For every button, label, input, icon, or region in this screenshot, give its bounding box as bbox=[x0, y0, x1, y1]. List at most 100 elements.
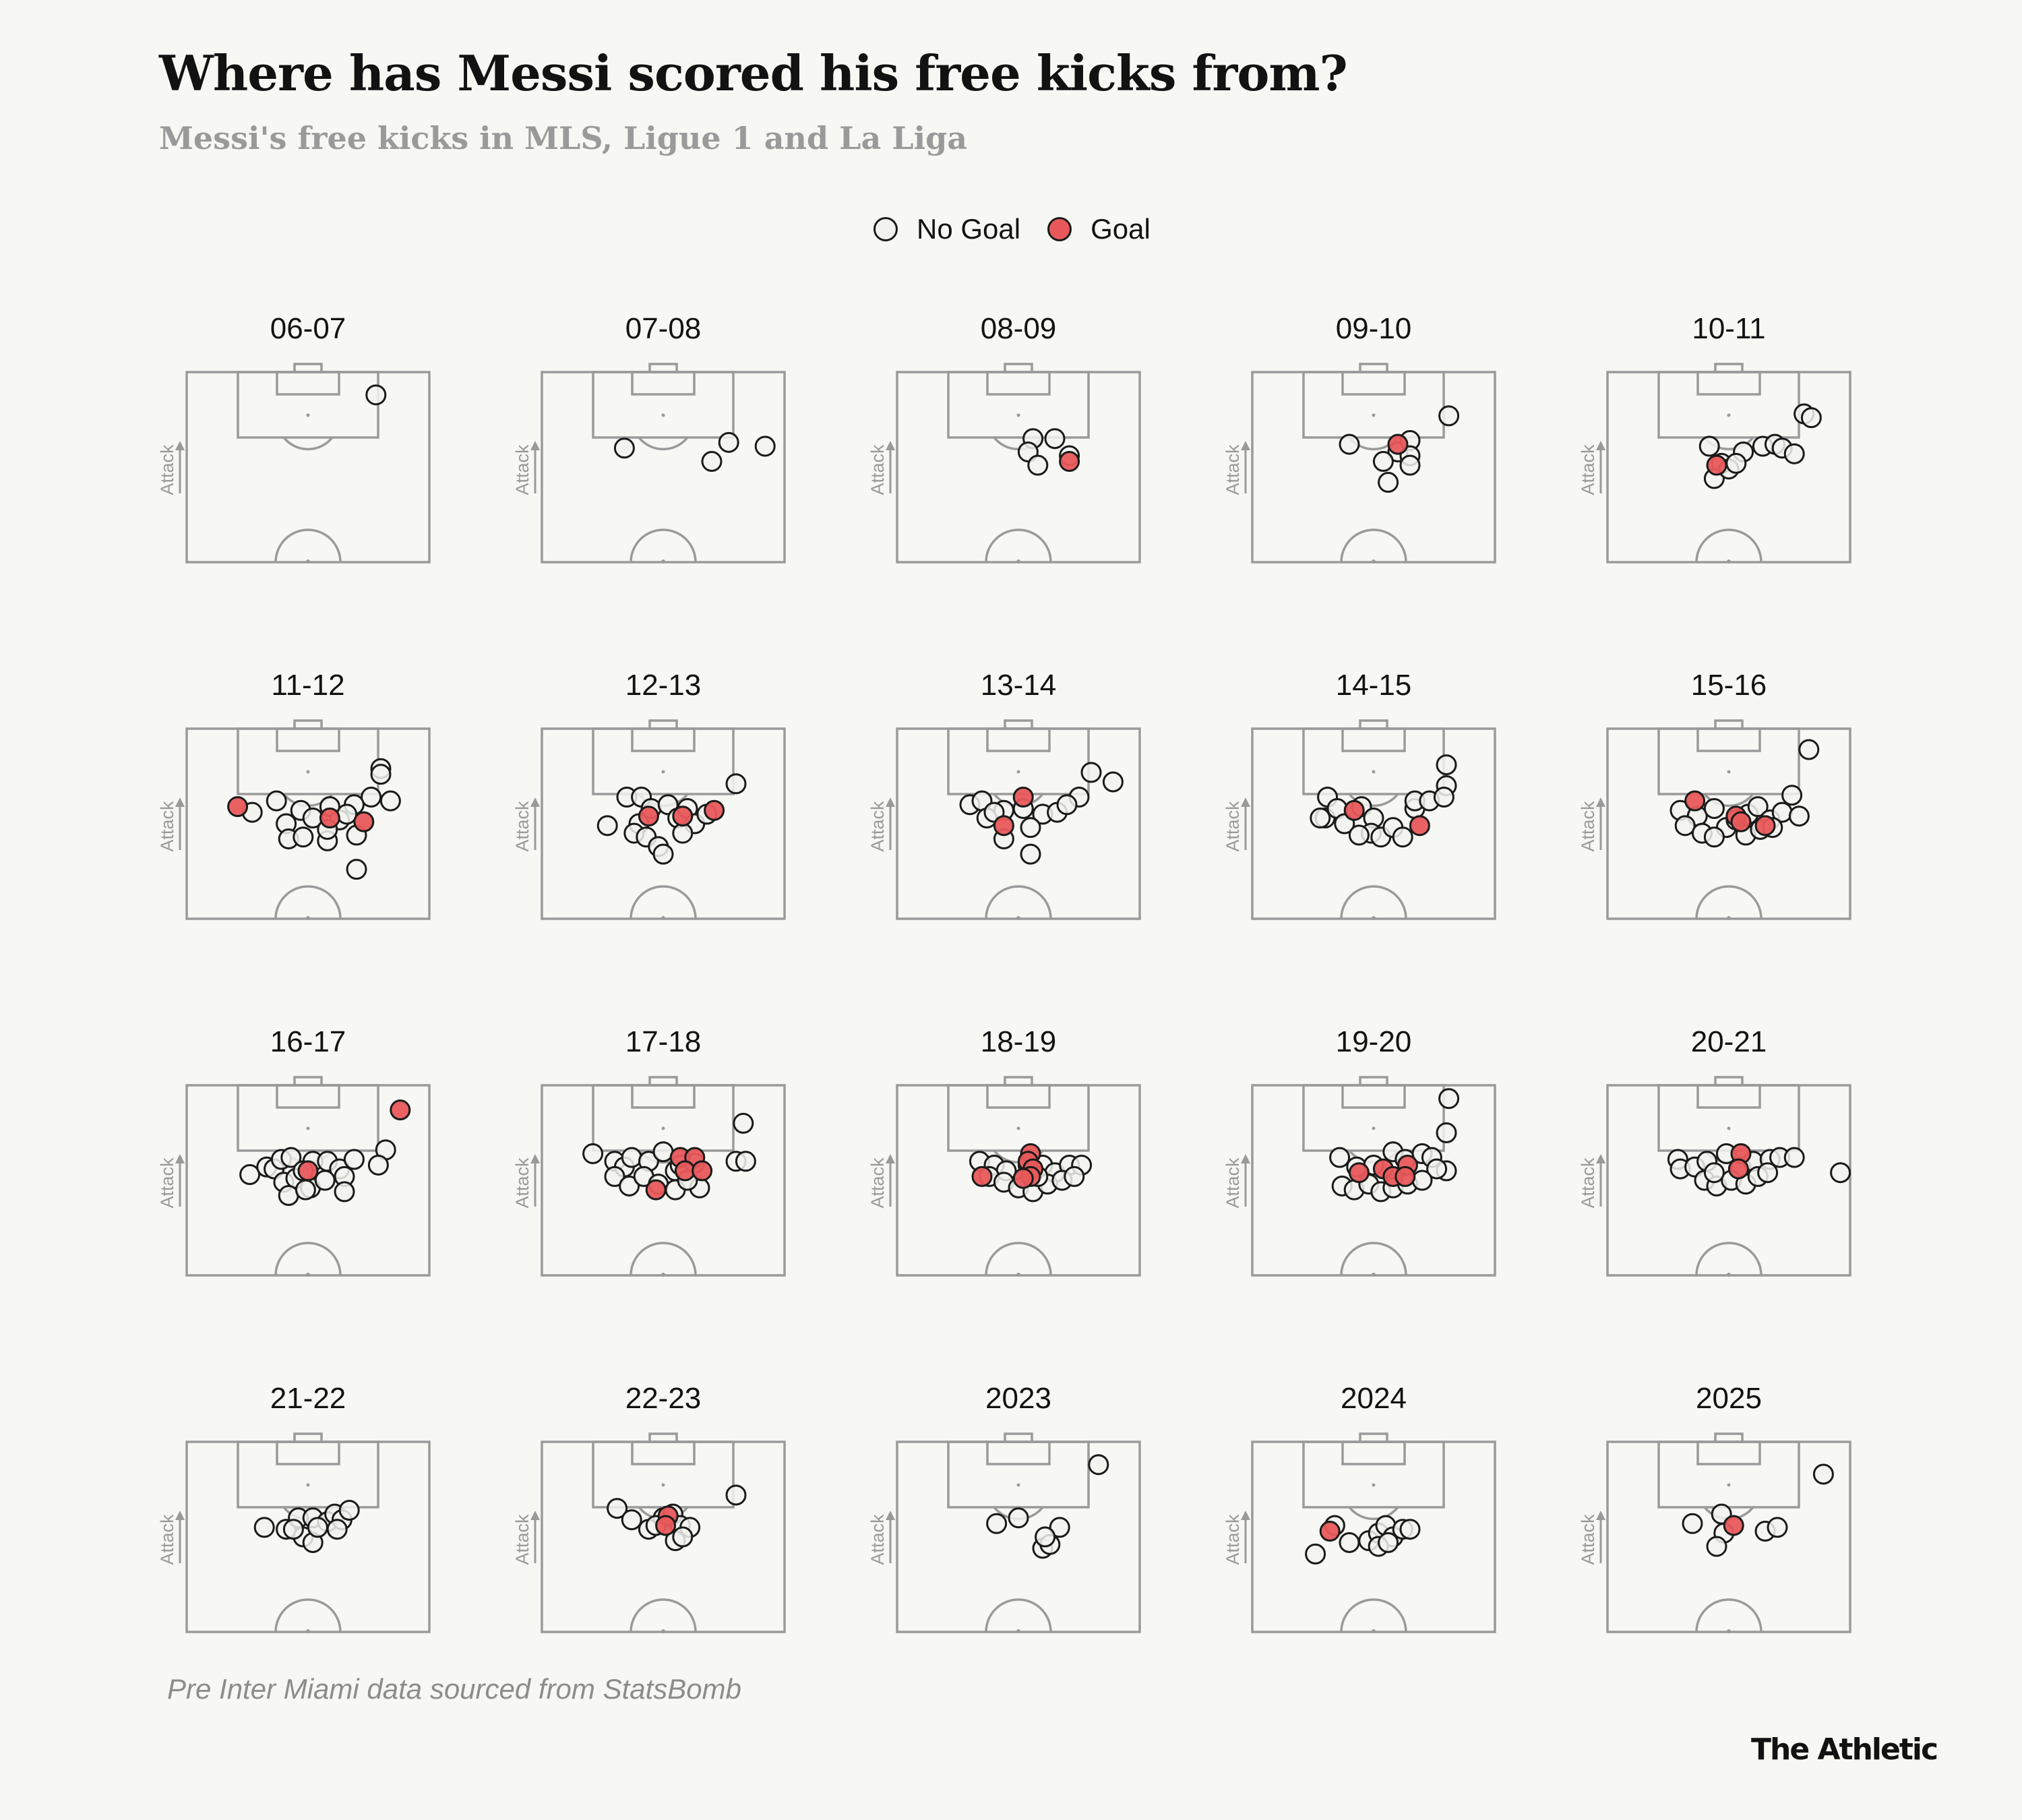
no-goal-point bbox=[370, 764, 392, 785]
no-goal-point bbox=[1348, 824, 1370, 846]
no-goal-point bbox=[986, 1513, 1008, 1534]
no-goal-point bbox=[1426, 1158, 1448, 1180]
panel-13-14: 13-14 Attack bbox=[867, 669, 1141, 920]
goal-frame bbox=[1004, 1076, 1033, 1087]
center-spot bbox=[1372, 1273, 1376, 1277]
no-goal-point bbox=[1830, 1162, 1851, 1184]
six-yard-box bbox=[1341, 1084, 1406, 1109]
no-goal-point bbox=[346, 859, 367, 880]
center-spot bbox=[661, 1629, 665, 1633]
brand-logo: The Athletic bbox=[1751, 1732, 1938, 1767]
pitch-outline bbox=[185, 371, 431, 564]
six-yard-box bbox=[276, 371, 340, 396]
season-label: 16-17 bbox=[270, 1025, 346, 1058]
goal-frame bbox=[1714, 1432, 1744, 1443]
no-goal-point bbox=[1781, 785, 1803, 806]
goal-point bbox=[319, 808, 340, 829]
six-yard-box bbox=[276, 1084, 340, 1109]
goal-point bbox=[638, 806, 659, 827]
goal-frame bbox=[1004, 1432, 1033, 1443]
pitch-outline bbox=[896, 727, 1141, 920]
season-label: 08-09 bbox=[981, 312, 1057, 345]
penalty-spot bbox=[1372, 1126, 1376, 1130]
attack-arrowhead bbox=[1241, 1154, 1250, 1163]
no-goal-point bbox=[1020, 817, 1041, 839]
legend-no-goal: No Goal bbox=[874, 213, 1020, 245]
penalty-spot bbox=[306, 770, 310, 774]
no-goal-point bbox=[307, 1517, 328, 1538]
no-goal-point bbox=[1703, 826, 1725, 848]
penalty-arc bbox=[282, 436, 334, 451]
season-label: 21-22 bbox=[270, 1382, 346, 1415]
no-goal-point bbox=[1800, 407, 1822, 429]
no-goal-point bbox=[1703, 797, 1725, 819]
penalty-arc bbox=[1703, 793, 1754, 808]
penalty-spot bbox=[1016, 413, 1020, 417]
goal-point bbox=[1409, 815, 1430, 837]
center-spot bbox=[661, 1273, 665, 1277]
legend-goal-label: Goal bbox=[1091, 213, 1151, 245]
six-yard-box bbox=[276, 727, 340, 752]
center-spot bbox=[1372, 559, 1376, 564]
no-goal-point bbox=[1747, 796, 1769, 818]
attack-arrowhead bbox=[530, 1511, 540, 1520]
goal-point bbox=[1395, 1165, 1416, 1187]
season-label: 12-13 bbox=[625, 669, 702, 702]
panel-10-11: 10-11 Attack bbox=[1578, 312, 1851, 564]
goal-point bbox=[1348, 1162, 1370, 1184]
goal-point bbox=[1059, 451, 1080, 473]
six-yard-box bbox=[1696, 371, 1761, 396]
no-goal-point bbox=[1399, 454, 1421, 476]
attack-label: Attack bbox=[157, 444, 177, 495]
no-goal-point bbox=[361, 787, 382, 808]
panel-07-08: 07-08 Attack bbox=[512, 312, 786, 564]
attack-label: Attack bbox=[512, 444, 532, 495]
panel-08-09: 08-09 Attack bbox=[867, 312, 1141, 564]
no-goal-point bbox=[1706, 1536, 1727, 1557]
no-goal-point bbox=[735, 1151, 756, 1172]
goal-point bbox=[692, 1160, 713, 1182]
no-goal-point bbox=[1698, 435, 1720, 457]
goal-point bbox=[645, 1179, 667, 1201]
center-circle bbox=[1695, 1242, 1763, 1276]
panel-22-23: 22-23 Attack bbox=[512, 1382, 786, 1633]
panel-12-13: 12-13 Attack bbox=[512, 669, 786, 920]
six-yard-box bbox=[1696, 1440, 1761, 1465]
no-goal-point bbox=[754, 435, 776, 457]
no-goal-point bbox=[379, 790, 401, 812]
six-yard-box bbox=[631, 371, 696, 396]
center-spot bbox=[1016, 1629, 1020, 1633]
season-label: 07-08 bbox=[625, 312, 702, 345]
penalty-box bbox=[947, 1440, 1090, 1509]
goal-frame bbox=[1004, 719, 1033, 730]
penalty-box bbox=[237, 1440, 379, 1509]
six-yard-box bbox=[631, 727, 696, 752]
center-spot bbox=[1727, 559, 1731, 564]
goal-frame bbox=[1004, 363, 1033, 373]
no-goal-point bbox=[1812, 1463, 1834, 1485]
panel-14-15: 14-15 Attack bbox=[1223, 669, 1496, 920]
no-goal-point bbox=[1783, 443, 1805, 464]
attack-label: Attack bbox=[1578, 1514, 1598, 1565]
penalty-spot bbox=[1727, 1483, 1731, 1487]
no-goal-point bbox=[596, 815, 618, 837]
center-spot bbox=[1727, 1629, 1731, 1633]
goal-point bbox=[1012, 1167, 1034, 1189]
attack-label: Attack bbox=[867, 1514, 888, 1565]
attack-arrowhead bbox=[886, 1511, 895, 1520]
season-label: 14-15 bbox=[1336, 669, 1412, 702]
attack-arrowhead bbox=[1596, 797, 1605, 807]
panel-17-18: 17-18 Attack bbox=[512, 1025, 786, 1277]
season-label: 20-21 bbox=[1691, 1025, 1767, 1058]
center-spot bbox=[661, 916, 665, 920]
panel-20-21: 20-21 Attack bbox=[1578, 1025, 1851, 1277]
no-goal-point bbox=[1767, 1517, 1788, 1538]
no-goal-point bbox=[1411, 1170, 1433, 1191]
no-goal-point bbox=[1088, 1454, 1109, 1476]
panel-15-16: 15-16 Attack bbox=[1578, 669, 1851, 920]
penalty-arc bbox=[1348, 1506, 1399, 1521]
goal-frame bbox=[648, 719, 678, 730]
penalty-spot bbox=[1372, 413, 1376, 417]
center-circle bbox=[630, 885, 697, 919]
